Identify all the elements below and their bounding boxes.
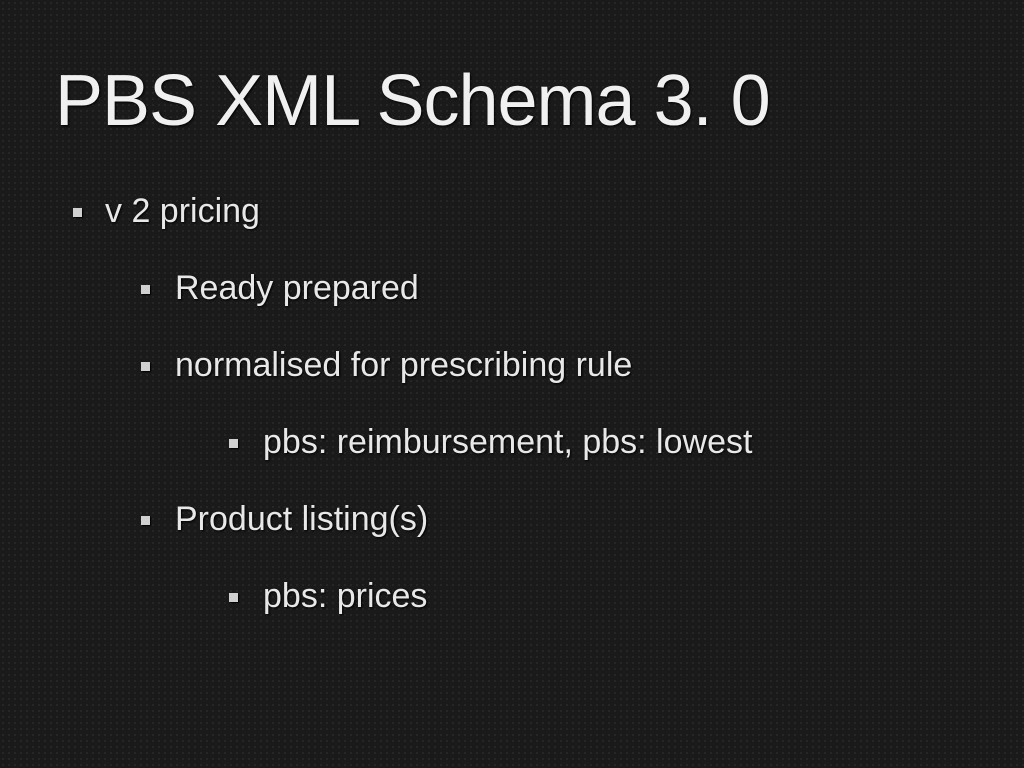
bullet-list-level2: Ready prepared normalised for prescribin…	[105, 269, 969, 616]
list-item: Product listing(s) pbs: prices	[105, 500, 969, 616]
bullet-list-level3: pbs: reimbursement, pbs: lowest	[175, 423, 969, 462]
bullet-text: pbs: prices	[263, 577, 427, 615]
bullet-text: v 2 pricing	[105, 192, 260, 230]
bullet-text: Product listing(s)	[175, 500, 428, 538]
slide-title: PBS XML Schema 3. 0	[55, 60, 969, 142]
list-item: Ready prepared	[105, 269, 969, 308]
slide: PBS XML Schema 3. 0 v 2 pricing Ready pr…	[0, 0, 1024, 768]
bullet-text: normalised for prescribing rule	[175, 346, 632, 384]
list-item: pbs: prices	[175, 577, 969, 616]
bullet-text: Ready prepared	[175, 269, 419, 307]
bullet-list-level1: v 2 pricing Ready prepared normalised fo…	[55, 192, 969, 616]
list-item: v 2 pricing Ready prepared normalised fo…	[55, 192, 969, 616]
list-item: pbs: reimbursement, pbs: lowest	[175, 423, 969, 462]
bullet-list-level3: pbs: prices	[175, 577, 969, 616]
bullet-text: pbs: reimbursement, pbs: lowest	[263, 423, 752, 461]
list-item: normalised for prescribing rule pbs: rei…	[105, 346, 969, 462]
